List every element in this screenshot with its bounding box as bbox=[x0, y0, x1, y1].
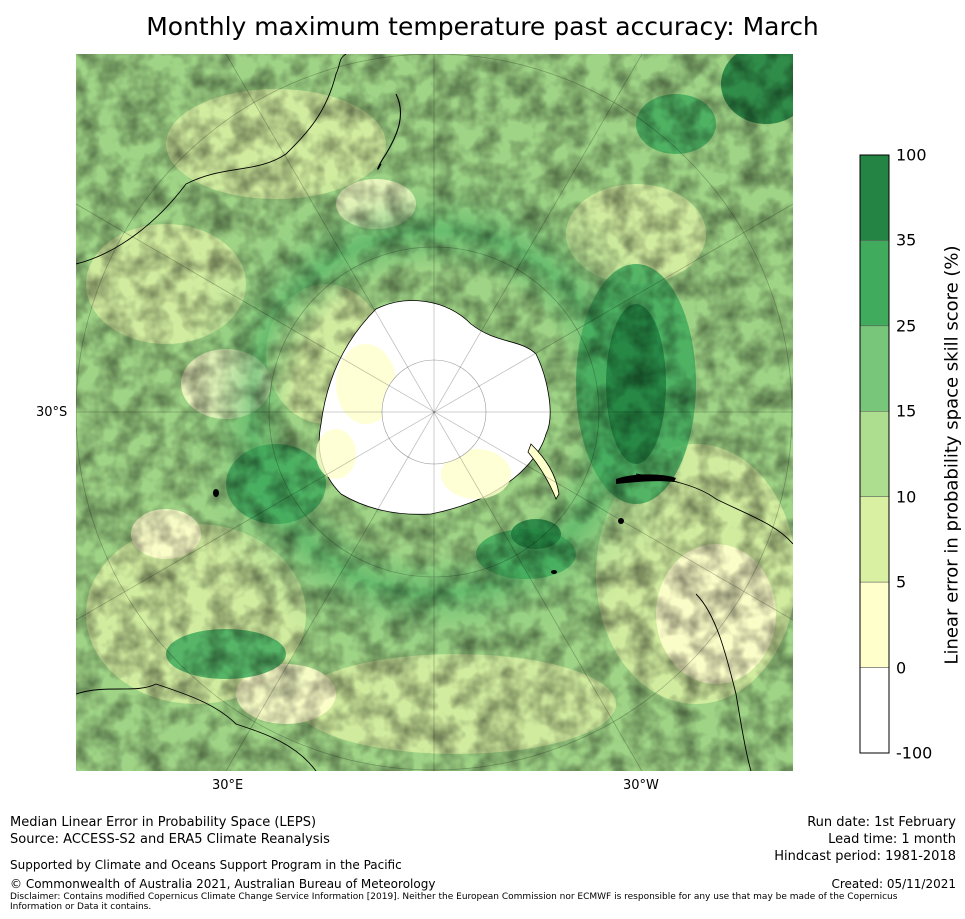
colorbar-tick-label: 35 bbox=[896, 230, 917, 250]
colorbar-tick-label: 15 bbox=[896, 401, 917, 421]
footer-run-info: Run date: 1st February Lead time: 1 mont… bbox=[774, 814, 956, 865]
colorbar-tick-label: 10 bbox=[896, 487, 917, 507]
footer-line1: Median Linear Error in Probability Space… bbox=[10, 815, 317, 830]
colorbar-tick-label: 0 bbox=[896, 658, 907, 678]
antarctic-peninsula bbox=[527, 443, 560, 500]
colorbar-segment bbox=[859, 325, 890, 412]
footer-support: Supported by Climate and Oceans Support … bbox=[10, 858, 402, 872]
colorbar-segment bbox=[859, 496, 890, 583]
colorbar-tick-label: 100 bbox=[896, 145, 927, 165]
footer-line2: Source: ACCESS-S2 and ERA5 Climate Reana… bbox=[10, 832, 330, 847]
colorbar-tick-label: 5 bbox=[896, 572, 907, 592]
footer-hindcast: Hindcast period: 1981-2018 bbox=[774, 849, 956, 864]
graticule bbox=[76, 54, 793, 771]
colorbar-segment bbox=[859, 581, 890, 668]
lon-label-30w: 30°W bbox=[623, 778, 659, 793]
colorbar-segment bbox=[859, 154, 890, 241]
footer-copyright: © Commonwealth of Australia 2021, Austra… bbox=[10, 877, 436, 891]
footer-created: Created: 05/11/2021 bbox=[831, 877, 956, 891]
colorbar bbox=[859, 154, 890, 754]
footer-run-date: Run date: 1st February bbox=[807, 815, 956, 830]
colorbar-tick-label: 25 bbox=[896, 316, 917, 336]
colorbar-segment bbox=[859, 667, 890, 754]
polar-map bbox=[76, 54, 793, 771]
colorbar-tick-label: -100 bbox=[896, 743, 933, 763]
lon-label-30e: 30°E bbox=[212, 778, 244, 793]
colorbar-segment bbox=[859, 411, 890, 497]
footer-lead-time: Lead time: 1 month bbox=[828, 832, 956, 847]
colorbar-segment bbox=[859, 240, 890, 327]
lat-label-30s: 30°S bbox=[36, 405, 68, 420]
islands bbox=[213, 474, 676, 574]
footer-method: Median Linear Error in Probability Space… bbox=[10, 814, 330, 848]
footer-disclaimer: Disclaimer: Contains modified Copernicus… bbox=[10, 892, 898, 912]
antarctica-texture bbox=[316, 344, 511, 499]
colorbar-label: Linear error in probability space skill … bbox=[941, 245, 963, 665]
chart-title: Monthly maximum temperature past accurac… bbox=[146, 12, 819, 41]
pole-hole bbox=[381, 359, 487, 465]
